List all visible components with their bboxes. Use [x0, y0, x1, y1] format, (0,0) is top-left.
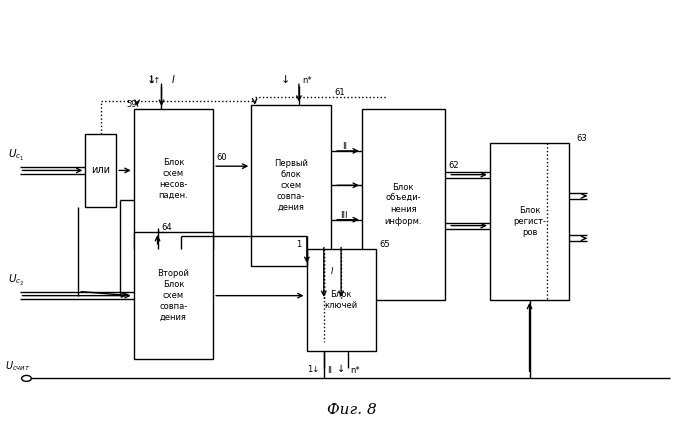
Text: ↓: ↓ [146, 75, 156, 86]
Text: $U_{c_1}$: $U_{c_1}$ [8, 147, 25, 163]
Text: II: II [328, 366, 332, 375]
Text: 60: 60 [216, 153, 228, 162]
Text: Блок
регист-
ров: Блок регист- ров [513, 206, 546, 237]
Bar [134, 232, 214, 359]
Text: 1: 1 [296, 240, 302, 249]
Text: I: I [172, 75, 175, 86]
Text: ↓: ↓ [337, 364, 345, 374]
Bar [362, 109, 444, 300]
Text: Фиг. 8: Фиг. 8 [327, 403, 377, 417]
Text: или: или [91, 166, 111, 175]
Bar [85, 134, 116, 206]
Text: n*: n* [350, 366, 360, 375]
Text: Блок
объеди-
нения
информ.: Блок объеди- нения информ. [384, 183, 422, 226]
Text: III: III [340, 211, 347, 220]
Bar [251, 104, 330, 266]
Text: Первый
блок
схем
совпа-
дения: Первый блок схем совпа- дения [274, 159, 308, 212]
Text: 61: 61 [334, 88, 345, 97]
Text: 62: 62 [448, 161, 459, 170]
Bar [134, 109, 214, 249]
Text: $U_{счит}$: $U_{счит}$ [6, 359, 31, 373]
Text: ↓: ↓ [281, 75, 290, 86]
Text: 59: 59 [127, 100, 137, 109]
Text: 63: 63 [576, 134, 587, 143]
Text: Блок
ключей: Блок ключей [325, 290, 358, 310]
Text: I: I [330, 267, 333, 276]
Text: n*: n* [302, 77, 312, 86]
Text: Блок
схем
несов-
паден.: Блок схем несов- паден. [158, 158, 188, 200]
Text: 65: 65 [379, 240, 390, 249]
Text: 1↑: 1↑ [148, 77, 160, 86]
Text: 64: 64 [161, 223, 172, 232]
Text: $U_{c_2}$: $U_{c_2}$ [8, 273, 25, 288]
Text: Второй
Блок
схем
совпа-
дения: Второй Блок схем совпа- дения [158, 269, 190, 322]
Text: II: II [342, 142, 347, 151]
Bar [490, 143, 569, 300]
Bar [307, 249, 376, 351]
Text: 1↓: 1↓ [307, 365, 320, 374]
